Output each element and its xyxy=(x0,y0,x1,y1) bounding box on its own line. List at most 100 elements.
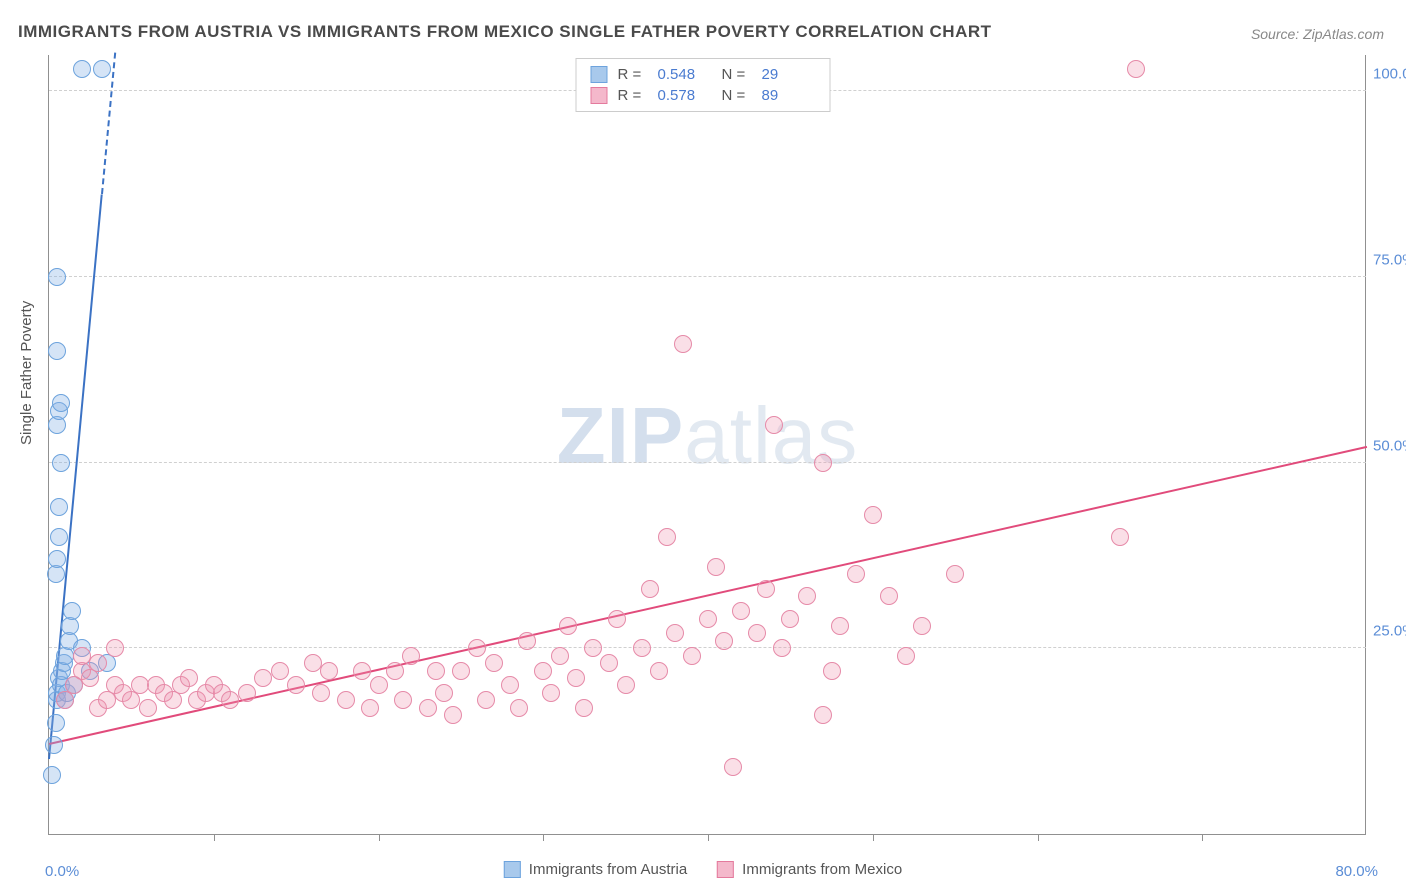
data-point xyxy=(468,639,486,657)
y-axis-label: Single Father Poverty xyxy=(18,301,35,445)
data-point xyxy=(501,676,519,694)
data-point xyxy=(699,610,717,628)
data-point xyxy=(913,617,931,635)
data-point xyxy=(254,669,272,687)
data-point xyxy=(353,662,371,680)
data-point xyxy=(320,662,338,680)
watermark-atlas: atlas xyxy=(684,390,858,479)
stat-label: N = xyxy=(722,66,752,83)
swatch-icon xyxy=(717,861,734,878)
stat-n-value: 29 xyxy=(762,66,816,83)
swatch-icon xyxy=(504,861,521,878)
data-point xyxy=(52,454,70,472)
data-point xyxy=(435,684,453,702)
data-point xyxy=(650,662,668,680)
legend-item-mexico: Immigrants from Mexico xyxy=(717,861,902,878)
stats-row-austria: R = 0.548 N = 29 xyxy=(591,64,816,85)
stats-legend: R = 0.548 N = 29 R = 0.578 N = 89 xyxy=(576,58,831,112)
data-point xyxy=(600,654,618,672)
data-point xyxy=(814,706,832,724)
x-tick xyxy=(379,834,380,841)
data-point xyxy=(567,669,585,687)
x-tick xyxy=(543,834,544,841)
data-point xyxy=(1127,60,1145,78)
stat-label: R = xyxy=(618,87,648,104)
data-point xyxy=(798,587,816,605)
data-point xyxy=(419,699,437,717)
data-point xyxy=(139,699,157,717)
data-point xyxy=(271,662,289,680)
data-point xyxy=(50,528,68,546)
data-point xyxy=(45,736,63,754)
plot-right-border xyxy=(1365,55,1366,834)
data-point xyxy=(757,580,775,598)
data-point xyxy=(50,498,68,516)
data-point xyxy=(880,587,898,605)
data-point xyxy=(773,639,791,657)
stat-r-value: 0.548 xyxy=(658,66,712,83)
data-point xyxy=(814,454,832,472)
data-point xyxy=(715,632,733,650)
data-point xyxy=(63,602,81,620)
data-point xyxy=(73,60,91,78)
gridline xyxy=(49,647,1366,648)
data-point xyxy=(617,676,635,694)
chart-title: IMMIGRANTS FROM AUSTRIA VS IMMIGRANTS FR… xyxy=(18,22,992,42)
data-point xyxy=(180,669,198,687)
y-tick-label: 25.0% xyxy=(1373,623,1406,640)
data-point xyxy=(287,676,305,694)
gridline xyxy=(49,276,1366,277)
data-point xyxy=(394,691,412,709)
watermark: ZIPatlas xyxy=(557,389,858,481)
stat-n-value: 89 xyxy=(762,87,816,104)
data-point xyxy=(510,699,528,717)
data-point xyxy=(864,506,882,524)
data-point xyxy=(477,691,495,709)
stat-label: R = xyxy=(618,66,648,83)
data-point xyxy=(238,684,256,702)
data-point xyxy=(43,766,61,784)
data-point xyxy=(427,662,445,680)
data-point xyxy=(48,268,66,286)
source-attribution: Source: ZipAtlas.com xyxy=(1251,26,1384,42)
data-point xyxy=(106,639,124,657)
data-point xyxy=(823,662,841,680)
x-tick xyxy=(214,834,215,841)
plot-area: ZIPatlas 25.0%50.0%75.0%100.0% xyxy=(48,55,1366,835)
data-point xyxy=(831,617,849,635)
data-point xyxy=(48,342,66,360)
data-point xyxy=(641,580,659,598)
data-point xyxy=(559,617,577,635)
data-point xyxy=(93,60,111,78)
x-tick xyxy=(873,834,874,841)
data-point xyxy=(1111,528,1129,546)
y-tick-label: 75.0% xyxy=(1373,251,1406,268)
data-point xyxy=(386,662,404,680)
stat-r-value: 0.578 xyxy=(658,87,712,104)
data-point xyxy=(518,632,536,650)
data-point xyxy=(707,558,725,576)
stat-label: N = xyxy=(722,87,752,104)
data-point xyxy=(444,706,462,724)
legend-label: Immigrants from Austria xyxy=(529,861,687,878)
gridline xyxy=(49,462,1366,463)
data-point xyxy=(946,565,964,583)
x-min-label: 0.0% xyxy=(45,863,79,880)
data-point xyxy=(402,647,420,665)
data-point xyxy=(485,654,503,672)
data-point xyxy=(370,676,388,694)
data-point xyxy=(765,416,783,434)
series-legend: Immigrants from Austria Immigrants from … xyxy=(504,861,902,878)
data-point xyxy=(897,647,915,665)
legend-label: Immigrants from Mexico xyxy=(742,861,902,878)
data-point xyxy=(847,565,865,583)
legend-item-austria: Immigrants from Austria xyxy=(504,861,687,878)
data-point xyxy=(73,647,91,665)
data-point xyxy=(52,394,70,412)
data-point xyxy=(312,684,330,702)
data-point xyxy=(658,528,676,546)
data-point xyxy=(48,550,66,568)
data-point xyxy=(47,714,65,732)
data-point xyxy=(361,699,379,717)
data-point xyxy=(683,647,701,665)
